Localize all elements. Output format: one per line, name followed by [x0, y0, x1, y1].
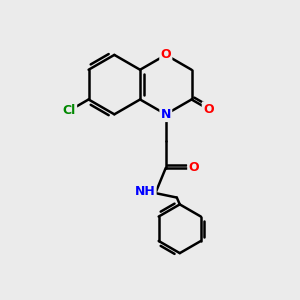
Text: N: N — [160, 108, 171, 121]
Text: O: O — [203, 103, 214, 116]
Text: Cl: Cl — [63, 104, 76, 117]
Text: O: O — [188, 161, 199, 174]
Text: O: O — [160, 48, 171, 62]
Text: NH: NH — [135, 185, 155, 198]
